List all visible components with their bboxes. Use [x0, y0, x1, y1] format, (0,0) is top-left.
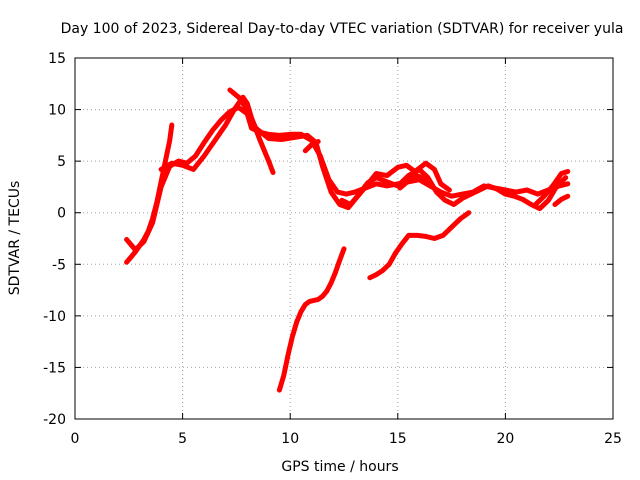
series-trace-8	[302, 139, 321, 154]
y-tick-label: -15	[43, 360, 66, 376]
plot-frame	[74, 57, 614, 420]
y-tick-label: -5	[52, 257, 66, 273]
series-trace-7	[367, 210, 472, 281]
x-tick-label: 20	[496, 431, 514, 447]
x-tick-label: 0	[71, 431, 80, 447]
series-trace-10	[533, 169, 571, 207]
series-trace-5	[339, 166, 569, 212]
series-trace-6	[276, 246, 347, 393]
y-tick-label: 15	[48, 51, 66, 67]
x-tick-labels: 0 5 10 15 20 25	[71, 431, 622, 447]
data-series	[124, 87, 571, 393]
x-tick-label: 5	[178, 431, 187, 447]
axis-ticks	[74, 57, 614, 420]
x-tick-label: 15	[389, 431, 407, 447]
x-axis-label: GPS time / hours	[281, 459, 398, 475]
y-tick-label: 0	[57, 206, 66, 222]
y-tick-label: 5	[57, 154, 66, 170]
series-trace-3	[158, 94, 276, 175]
y-axis-label: SDTVAR / TECUs	[7, 181, 23, 296]
x-tick-label: 25	[604, 431, 622, 447]
y-tick-label: 10	[48, 103, 66, 119]
chart-title: Day 100 of 2023, Sidereal Day-to-day VTE…	[61, 21, 624, 37]
series-trace-11	[552, 193, 571, 207]
x-tick-label: 10	[281, 431, 299, 447]
series-trace-2	[124, 105, 571, 253]
grid-lines	[75, 58, 613, 419]
y-tick-labels: 15 10 5 0 -5 -10 -15 -20	[43, 51, 66, 428]
series-trace-9	[397, 173, 435, 191]
series-trace-1	[124, 122, 175, 265]
y-tick-label: -20	[43, 412, 66, 428]
y-tick-label: -10	[43, 309, 66, 325]
